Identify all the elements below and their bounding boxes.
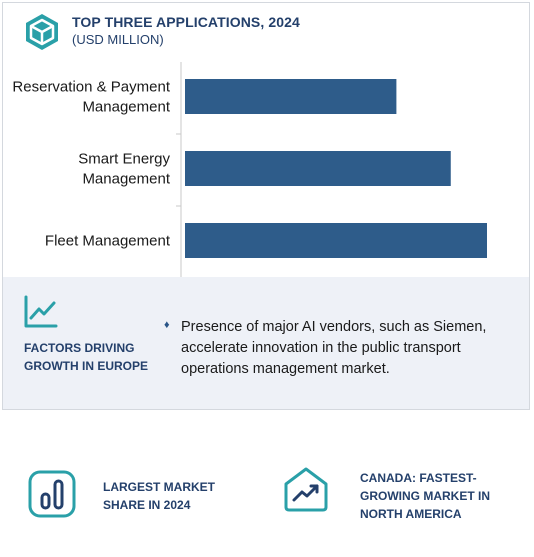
factors-section: FACTORS DRIVING GROWTH IN EUROPE ♦ Prese… bbox=[3, 277, 529, 409]
category-label-1: Smart Energy Management bbox=[78, 151, 171, 188]
bar-1 bbox=[185, 151, 451, 186]
trend-line-icon bbox=[24, 295, 58, 328]
largest-market-label: LARGEST MARKET SHARE IN 2024 bbox=[103, 480, 215, 512]
bar-0 bbox=[185, 79, 397, 114]
bar-2 bbox=[185, 223, 487, 258]
hexagon-cube-icon bbox=[26, 14, 58, 50]
bullet-icon: ♦ bbox=[164, 319, 170, 331]
chart-subtitle: (USD MILLION) bbox=[72, 32, 164, 47]
category-label-2: Fleet Management bbox=[45, 233, 171, 250]
factors-text: Presence of major AI vendors, such as Si… bbox=[181, 319, 487, 377]
fastest-growing-label: CANADA: FASTEST-GROWING MARKET IN NORTH … bbox=[360, 471, 490, 521]
category-label-0: Reservation & Payment Management bbox=[12, 79, 170, 116]
house-trend-icon bbox=[284, 467, 328, 512]
factors-title: FACTORS DRIVING GROWTH IN EUROPE bbox=[24, 341, 149, 373]
chart-title: TOP THREE APPLICATIONS, 2024 bbox=[72, 14, 300, 30]
bar-chart: Reservation & Payment Management Smart Ene… bbox=[12, 62, 487, 277]
bar-chart-icon bbox=[28, 470, 76, 518]
